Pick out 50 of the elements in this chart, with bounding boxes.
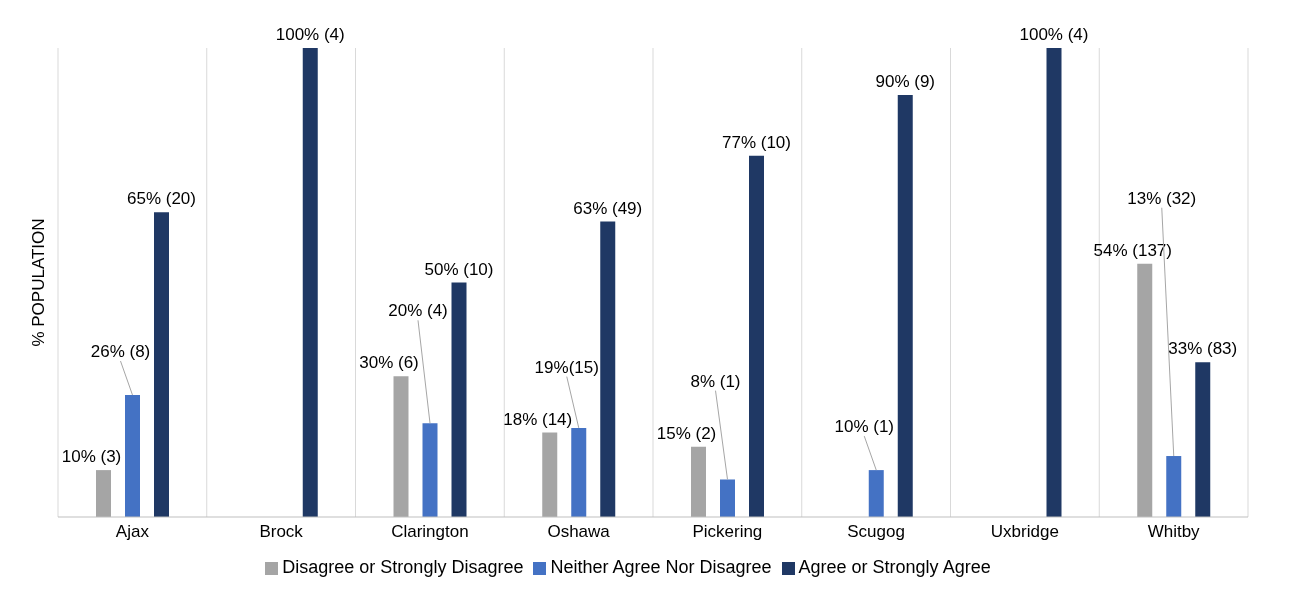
data-label: 100% (4) xyxy=(1019,25,1089,44)
bar xyxy=(302,48,318,517)
bar xyxy=(96,470,111,517)
bar xyxy=(422,423,438,517)
y-axis-title: % POPULATION xyxy=(29,218,49,347)
data-label: 30% (6) xyxy=(359,353,419,373)
bar xyxy=(154,212,169,517)
data-label: 15% (2) xyxy=(656,423,717,443)
legend-label: Neither Agree Nor Disagree xyxy=(550,557,772,577)
data-label: 100% (4) xyxy=(275,25,345,44)
data-label: 77% (10) xyxy=(722,132,791,152)
data-label: 65% (20) xyxy=(127,189,196,209)
x-tick-label: Pickering xyxy=(692,522,763,542)
data-label: 10% (3) xyxy=(61,447,122,467)
x-tick-label: Scugog xyxy=(847,522,905,542)
data-label: 50% (10) xyxy=(424,259,494,279)
bar xyxy=(1046,48,1062,517)
data-label: 18% (14) xyxy=(503,409,573,429)
bar xyxy=(125,395,140,517)
data-label: 54% (137) xyxy=(1093,240,1172,260)
bar xyxy=(571,427,587,517)
bar xyxy=(600,221,616,517)
legend-label: Agree or Strongly Agree xyxy=(798,557,991,577)
bar xyxy=(720,479,735,517)
x-tick-label: Whitby xyxy=(1147,522,1201,542)
data-label: 90% (9) xyxy=(875,71,936,91)
bar xyxy=(1166,456,1182,517)
legend-label: Disagree or Strongly Disagree xyxy=(282,557,524,577)
bar xyxy=(451,282,467,517)
data-label: 10% (1) xyxy=(834,417,895,437)
bar xyxy=(1137,263,1153,517)
bar xyxy=(542,432,558,517)
data-label: 19%(15) xyxy=(534,357,599,377)
bar xyxy=(868,470,884,517)
x-tick-label: Oshawa xyxy=(547,522,611,542)
data-label: 63% (49) xyxy=(573,198,643,218)
bar xyxy=(393,376,409,517)
data-label: 26% (8) xyxy=(90,342,151,362)
data-label: 8% (1) xyxy=(690,371,741,391)
x-tick-label: Brock xyxy=(259,522,304,542)
data-label: 20% (4) xyxy=(388,301,448,321)
bar xyxy=(749,155,764,517)
x-tick-label: Ajax xyxy=(115,522,150,542)
data-label: 13% (32) xyxy=(1127,188,1197,208)
bar xyxy=(691,446,706,517)
bar xyxy=(897,94,913,517)
x-tick-label: Clarington xyxy=(391,522,469,542)
x-tick-label: Uxbridge xyxy=(990,522,1059,542)
bar xyxy=(1195,362,1211,517)
data-label: 33% (83) xyxy=(1168,339,1238,359)
